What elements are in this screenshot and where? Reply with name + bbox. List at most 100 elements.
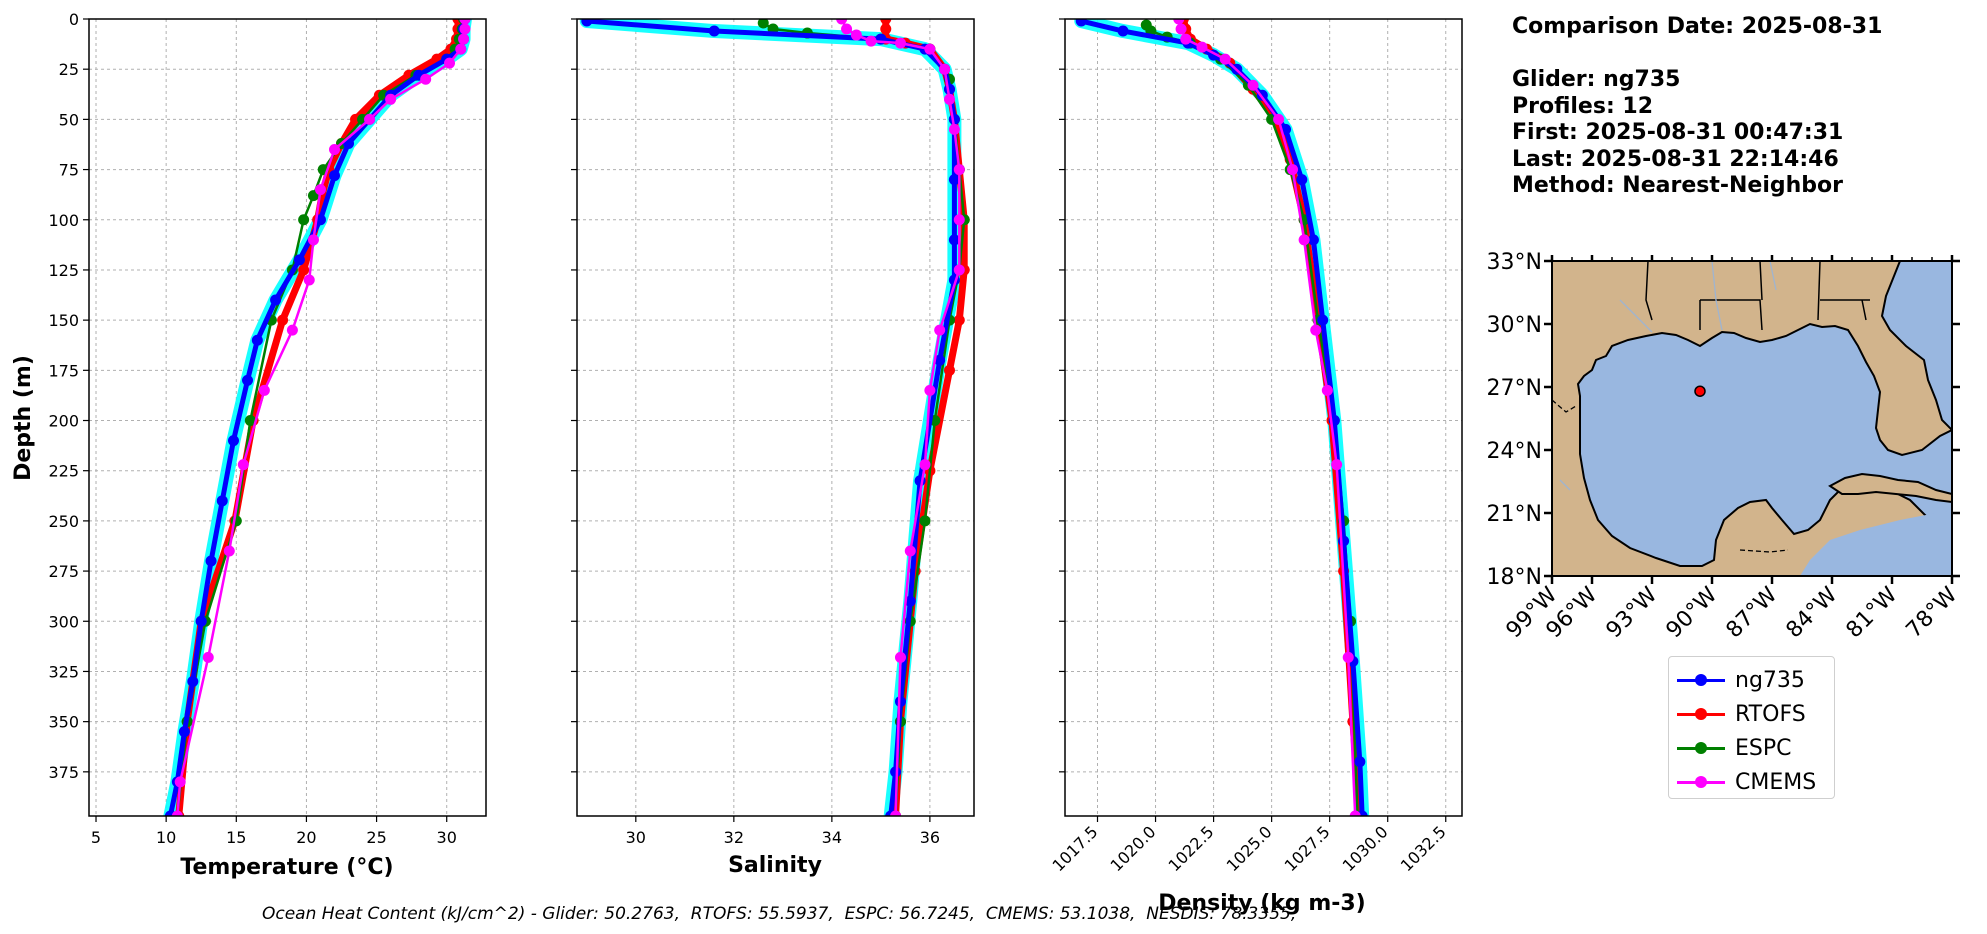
map-lat-label: 27°N [1487, 376, 1542, 401]
legend-item-rtofs: RTOFS [1677, 697, 1834, 731]
x-tick-label: 20 [296, 828, 316, 847]
y-tick-label: 225 [48, 462, 79, 481]
comparison-date: Comparison Date: 2025-08-31 [1512, 14, 1883, 39]
x-tick-label: 1027.5 [1281, 822, 1334, 875]
y-tick-label: 100 [48, 211, 79, 230]
ng735-point [270, 294, 282, 306]
cmems-point [1219, 53, 1231, 65]
rivers [1559, 261, 1777, 491]
rtofs-point [277, 314, 289, 326]
cmems-point [865, 35, 877, 47]
x-tick-label: 30 [626, 828, 646, 847]
x-tick-label: 10 [156, 828, 176, 847]
profile-count: Profiles: 12 [1512, 93, 1654, 119]
x-tick-label: 1020.0 [1107, 822, 1160, 875]
map-lon-label: 81°W [1842, 582, 1903, 643]
legend-item-cmems: CMEMS [1677, 765, 1834, 799]
legend-label: ESPC [1735, 735, 1792, 761]
cmems-point [459, 19, 471, 25]
cmems-point [459, 23, 471, 35]
rtofs-point [943, 364, 955, 376]
rtofs-point [298, 264, 310, 276]
ng735-point [178, 726, 190, 738]
cmems-point [1331, 459, 1343, 471]
cuba-island [1828, 472, 1952, 504]
cmems-point [1247, 79, 1259, 91]
cmems-point [444, 57, 456, 69]
legend-label: ng735 [1735, 667, 1805, 693]
rtofs-point [953, 314, 965, 326]
cmems-point [1287, 164, 1299, 176]
axes-frame [88, 18, 487, 817]
espc-point [298, 214, 310, 226]
cmems-point [948, 123, 960, 135]
cmems-point [850, 29, 862, 41]
legend-label: RTOFS [1735, 701, 1806, 727]
ng735-point [205, 555, 217, 567]
cmems-point [303, 274, 315, 286]
ng735-point [1117, 25, 1129, 37]
cmems-point [458, 33, 470, 45]
cmems-point [237, 459, 249, 471]
x-tick-label: 15 [226, 828, 246, 847]
ng735-point [1296, 174, 1308, 186]
x-tick-label: 1025.0 [1223, 822, 1276, 875]
map-lat-label: 18°N [1487, 565, 1542, 590]
ng735-point [890, 766, 902, 778]
cmems-point [202, 651, 214, 663]
map-lat-label: 30°N [1487, 313, 1542, 338]
axes-frame [1064, 18, 1463, 817]
y-tick-label: 50 [59, 110, 79, 129]
ng735-point [1075, 19, 1087, 27]
cmems-point [314, 184, 326, 196]
cmems-point [943, 93, 955, 105]
glider-location-marker [1694, 385, 1706, 397]
legend-label: CMEMS [1735, 769, 1817, 795]
ng735-point [894, 696, 906, 708]
cmems-point [223, 545, 235, 557]
cmems-point [307, 234, 319, 246]
cmems-point [1273, 113, 1285, 125]
x-tick-label: 34 [822, 828, 842, 847]
last-profile-time: Last: 2025-08-31 22:14:46 [1512, 146, 1839, 172]
y-tick-label: 250 [48, 512, 79, 531]
cmems-line [176, 19, 467, 816]
map-lat-label: 33°N [1487, 250, 1542, 275]
ocean-heat-content-footer: Ocean Heat Content (kJ/cm^2) - Glider: 5… [262, 904, 1297, 924]
ng735-point [934, 354, 946, 366]
y-tick-label: 175 [48, 361, 79, 380]
map-lon-label: 87°W [1722, 582, 1783, 643]
ng735-point [1317, 314, 1329, 326]
cmems-point [1196, 41, 1208, 53]
cmems-point [328, 143, 340, 155]
ng735-point [581, 19, 593, 27]
rtofs-point [880, 23, 892, 35]
y-tick-label: 275 [48, 562, 79, 581]
gulf-of-mexico-water [1576, 322, 1952, 567]
x-tick-label: 1022.5 [1165, 822, 1218, 875]
cmems-point [894, 651, 906, 663]
cmems-point [894, 37, 906, 49]
y-tick-label: 150 [48, 311, 79, 330]
x-tick-label: 1017.5 [1048, 822, 1101, 875]
y-tick-label: 375 [48, 763, 79, 782]
cmems-point [174, 776, 186, 788]
cmems-point [1342, 651, 1354, 663]
ng735-point [216, 495, 228, 507]
espc-line [176, 19, 465, 816]
cmems-point [455, 43, 467, 55]
x-tick-label: 32 [724, 828, 744, 847]
temperature-axis-label: Temperature (°C) [180, 855, 393, 880]
ng735-point [293, 254, 305, 266]
gulf-lower-mask [1800, 510, 1952, 576]
y-tick-label: 200 [48, 412, 79, 431]
map-lon-label: 78°W [1902, 582, 1963, 643]
ng735-point [195, 615, 207, 627]
cmems-point [919, 459, 931, 471]
legend-item-ng735: ng735 [1677, 663, 1834, 697]
x-tick-label: 5 [91, 828, 101, 847]
ng735-point [328, 170, 340, 182]
salinity-axis-label: Salinity [728, 853, 822, 878]
cmems-point [1175, 23, 1187, 35]
